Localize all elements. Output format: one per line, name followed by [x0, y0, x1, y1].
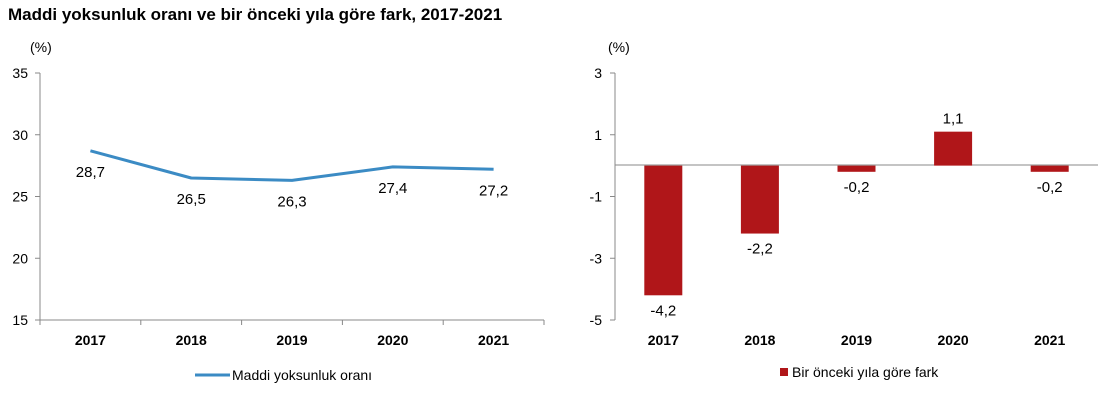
- bar-y-tick-label: -3: [590, 250, 603, 266]
- bar-data-label: -0,2: [844, 179, 870, 196]
- bar-x-tick-label: 2021: [1034, 332, 1065, 348]
- line-data-label: 28,7: [76, 164, 105, 181]
- bar-data-label: -2,2: [747, 241, 773, 258]
- bar: [740, 165, 779, 234]
- line-y-unit: (%): [30, 39, 52, 55]
- bar-x-axis-ticks: 2017 2018 2019 2020 2021: [648, 332, 1066, 348]
- line-x-tick-label: 2019: [276, 332, 307, 348]
- line-data-label: 27,2: [479, 182, 508, 199]
- line-x-tick-label: 2017: [75, 332, 106, 348]
- line-y-tick-label: 15: [12, 312, 28, 328]
- line-chart: (%) 15 20 25 30 35 2017 2018 2019 2020 2021 28,7…: [12, 39, 545, 383]
- line-x-axis-ticks: 2017 2018 2019 2020 2021: [39, 320, 545, 348]
- bar-data-labels: -4,2 -2,2 -0,2 1,1 -0,2: [650, 111, 1062, 320]
- bar-y-tick-label: 3: [594, 65, 602, 81]
- line-data-label: 26,3: [277, 193, 306, 210]
- line-data-labels: 28,7 26,5 26,3 27,4 27,2: [76, 164, 508, 211]
- line-x-tick-label: 2021: [478, 332, 509, 348]
- bar-legend: Bir önceki yıla göre fark: [780, 364, 939, 380]
- bar-series-fark: [644, 131, 1069, 296]
- bar-x-tick-label: 2017: [648, 332, 679, 348]
- bar-y-tick-label: -5: [590, 312, 603, 328]
- bar-data-label: -4,2: [650, 302, 676, 319]
- line-y-tick-label: 20: [12, 250, 28, 266]
- bar-x-tick-label: 2019: [841, 332, 872, 348]
- line-y-tick-label: 35: [12, 65, 28, 81]
- chart-title: Maddi yoksunluk oranı ve bir önceki yıla…: [8, 5, 503, 24]
- bar-y-unit: (%): [608, 39, 630, 55]
- line-x-tick-label: 2018: [176, 332, 207, 348]
- bar-y-tick-label: -1: [590, 189, 603, 205]
- bar-y-axis-ticks: -5 -3 -1 1 3: [590, 65, 615, 328]
- bar: [644, 165, 683, 296]
- line-y-axis-ticks: 15 20 25 30 35: [12, 65, 40, 328]
- line-y-tick-label: 25: [12, 189, 28, 205]
- line-y-tick-label: 30: [12, 127, 28, 143]
- bar-data-label: 1,1: [943, 111, 964, 128]
- bar-legend-swatch: [780, 368, 788, 376]
- line-data-label: 26,5: [177, 191, 206, 208]
- bar-legend-label: Bir önceki yıla göre fark: [792, 364, 939, 380]
- line-legend-label: Maddi yoksunluk oranı: [232, 367, 372, 383]
- line-x-tick-label: 2020: [377, 332, 408, 348]
- line-data-label: 27,4: [378, 180, 407, 197]
- line-series-maddi-yoksunluk: [90, 149, 494, 182]
- bar-y-tick-label: 1: [594, 127, 602, 143]
- bar-x-tick-label: 2020: [938, 332, 969, 348]
- bar: [1030, 165, 1069, 172]
- line-legend: Maddi yoksunluk oranı: [195, 367, 372, 383]
- bar-x-tick-label: 2018: [744, 332, 775, 348]
- bar-chart: (%) -5-3-113 -4,2-2,2-0,21,1-0,2 2017 201…: [590, 39, 1098, 380]
- bar-data-label: -0,2: [1037, 179, 1063, 196]
- bar: [934, 131, 973, 166]
- bar: [837, 165, 876, 172]
